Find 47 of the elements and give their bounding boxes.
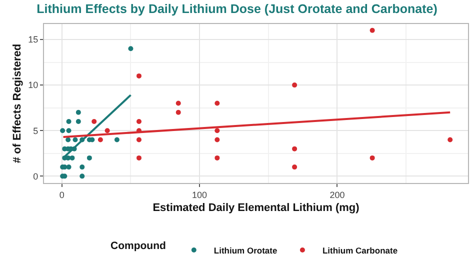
- y-tick-label: 0: [33, 171, 38, 182]
- point: [292, 82, 298, 88]
- point: [80, 164, 85, 170]
- point: [66, 137, 71, 142]
- point: [136, 119, 142, 124]
- y-tick-label: 5: [33, 126, 38, 136]
- point: [66, 128, 72, 134]
- y-axis-title: # of Effects Registered: [12, 44, 24, 164]
- point: [86, 155, 92, 160]
- point: [136, 137, 142, 142]
- point: [176, 100, 181, 106]
- point: [214, 100, 220, 106]
- y-tick-label: 15: [28, 34, 38, 45]
- point: [80, 174, 85, 179]
- point: [76, 119, 81, 124]
- point: [136, 73, 142, 78]
- x-axis-title: Estimated Daily Elemental Lithium (mg): [152, 202, 360, 214]
- point: [128, 46, 134, 52]
- x-tick-label: 200: [330, 190, 345, 200]
- point: [70, 155, 75, 160]
- y-tick-label: 10: [28, 80, 38, 90]
- x-tick-label: 0: [59, 190, 64, 200]
- point: [214, 128, 220, 134]
- point: [292, 146, 298, 152]
- point: [136, 155, 142, 160]
- point: [370, 155, 375, 160]
- point: [72, 137, 78, 142]
- point: [370, 28, 375, 33]
- point: [176, 110, 181, 115]
- point: [214, 155, 220, 160]
- point: [98, 137, 103, 142]
- chart-title: Lithium Effects by Daily Lithium Dose (Just Orotate and Carbonate): [36, 2, 438, 16]
- legend-title: Compound: [110, 240, 166, 252]
- point: [292, 164, 298, 170]
- point: [66, 155, 71, 160]
- point: [66, 119, 72, 124]
- point: [60, 128, 66, 134]
- legend-label: Lithium Orotate: [214, 245, 278, 256]
- x-tick-label: 100: [192, 190, 208, 200]
- point: [114, 137, 120, 142]
- point: [66, 164, 72, 170]
- point: [448, 137, 453, 142]
- point: [214, 137, 220, 142]
- point: [76, 110, 81, 115]
- point: [92, 119, 97, 124]
- point: [104, 128, 110, 134]
- legend-label: Lithium Carbonate: [322, 245, 398, 256]
